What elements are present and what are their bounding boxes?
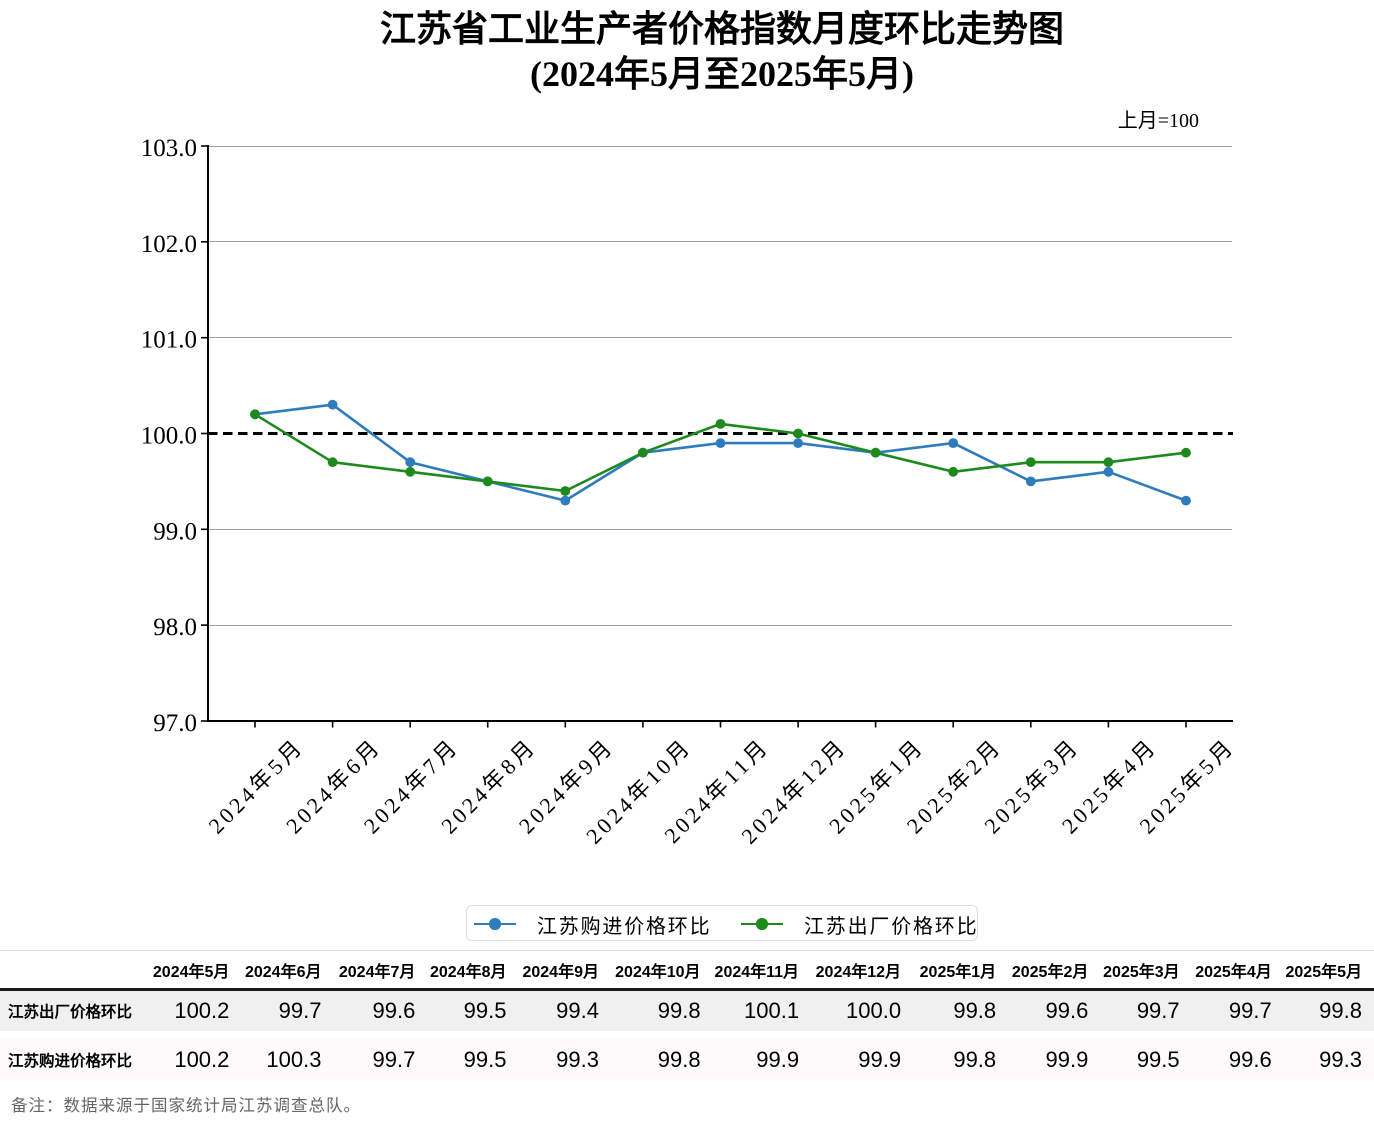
svg-text:102.0: 102.0 (141, 231, 197, 258)
svg-text:99.0: 99.0 (153, 518, 197, 545)
svg-text:97.0: 97.0 (153, 710, 197, 737)
svg-text:103.0: 103.0 (141, 135, 197, 162)
svg-text:100.0: 100.0 (141, 423, 197, 450)
svg-text:101.0: 101.0 (141, 327, 197, 354)
svg-text:98.0: 98.0 (153, 614, 197, 641)
